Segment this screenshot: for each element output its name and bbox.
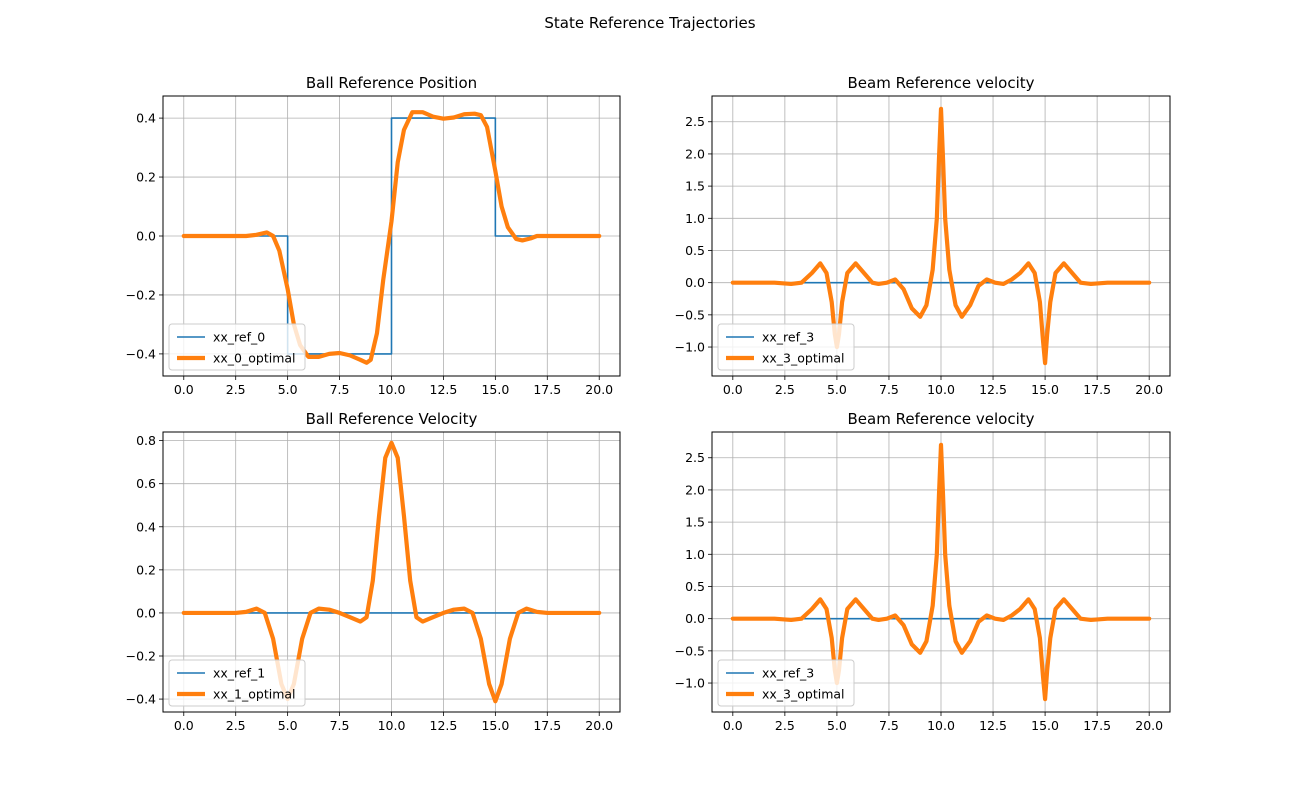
subplot-title: Beam Reference velocity	[847, 74, 1034, 92]
x-tick-label: 15.0	[481, 718, 509, 733]
legend-label: xx_1_optimal	[213, 687, 296, 702]
legend-label: xx_ref_0	[213, 330, 265, 345]
y-tick-label: 1.0	[685, 211, 705, 226]
y-tick-label: 2.5	[685, 114, 705, 129]
x-tick-label: 2.5	[226, 382, 246, 397]
legend-label: xx_ref_1	[213, 666, 265, 681]
x-tick-label: 12.5	[979, 718, 1007, 733]
y-tick-label: −1.0	[675, 340, 705, 355]
y-tick-label: −0.5	[675, 643, 705, 658]
x-tick-label: 5.0	[827, 382, 847, 397]
x-tick-label: 0.0	[174, 718, 194, 733]
subplot-0: Ball Reference Position 0.0 2.5 5.0 7.5 10.0 1…	[126, 74, 621, 397]
x-tick-label: 5.0	[827, 718, 847, 733]
y-tick-label: 0.0	[136, 229, 156, 244]
x-tick-label: 10.0	[927, 718, 955, 733]
x-tick-label: 20.0	[585, 382, 613, 397]
subplot-2: Ball Reference Velocity 0.0 2.5 5.0 7.5 10.0 1…	[126, 410, 621, 733]
subplot-title: Beam Reference velocity	[847, 410, 1034, 428]
x-tick-label: 7.5	[879, 382, 899, 397]
y-tick-label: −1.0	[675, 676, 705, 691]
x-tick-label: 12.5	[430, 382, 458, 397]
x-tick-label: 0.0	[174, 382, 194, 397]
y-tick-label: 0.0	[685, 611, 705, 626]
x-tick-label: 10.0	[378, 382, 406, 397]
x-tick-label: 15.0	[1031, 382, 1059, 397]
y-tick-label: 0.5	[685, 579, 705, 594]
legend-label: xx_3_optimal	[762, 687, 845, 702]
y-tick-label: 0.4	[136, 519, 156, 534]
series-line-xx_0_optimal	[181, 110, 602, 365]
x-tick-label: 0.0	[723, 718, 743, 733]
y-tick-label: 2.5	[685, 450, 705, 465]
y-tick-label: −0.2	[126, 287, 156, 302]
legend-label: xx_ref_3	[762, 666, 814, 681]
y-tick-label: 2.0	[685, 482, 705, 497]
legend: xx_ref_0 xx_0_optimal	[168, 323, 306, 371]
x-tick-label: 2.5	[775, 382, 795, 397]
y-tick-label: 2.0	[685, 146, 705, 161]
x-tick-label: 20.0	[585, 718, 613, 733]
y-tick-label: −0.4	[126, 692, 156, 707]
y-tick-label: 1.5	[685, 179, 705, 194]
subplot-3: Beam Reference velocity 0.0 2.5 5.0 7.5 10.0 1…	[675, 410, 1171, 733]
legend: xx_ref_3 xx_3_optimal	[717, 323, 855, 371]
legend-label: xx_3_optimal	[762, 351, 845, 366]
x-tick-label: 15.0	[481, 382, 509, 397]
x-tick-label: 10.0	[927, 382, 955, 397]
x-tick-label: 0.0	[723, 382, 743, 397]
x-tick-label: 7.5	[330, 382, 350, 397]
x-tick-label: 5.0	[278, 718, 298, 733]
legend: xx_ref_1 xx_1_optimal	[168, 659, 306, 707]
x-tick-label: 17.5	[533, 382, 561, 397]
y-tick-label: 0.0	[136, 605, 156, 620]
y-tick-label: 0.6	[136, 476, 156, 491]
x-tick-label: 7.5	[879, 718, 899, 733]
x-tick-label: 2.5	[226, 718, 246, 733]
subplot-title: Ball Reference Position	[306, 74, 477, 92]
x-tick-label: 12.5	[979, 382, 1007, 397]
y-tick-label: 0.8	[136, 433, 156, 448]
figure-suptitle: State Reference Trajectories	[544, 14, 755, 32]
y-tick-label: 0.4	[136, 111, 156, 126]
x-tick-label: 12.5	[430, 718, 458, 733]
legend-label: xx_0_optimal	[213, 351, 296, 366]
x-tick-label: 20.0	[1135, 718, 1163, 733]
y-tick-label: −0.5	[675, 307, 705, 322]
legend-label: xx_ref_3	[762, 330, 814, 345]
series-group	[181, 110, 602, 365]
x-tick-label: 17.5	[533, 718, 561, 733]
x-tick-label: 10.0	[378, 718, 406, 733]
y-tick-label: −0.2	[126, 649, 156, 664]
y-tick-label: 0.5	[685, 243, 705, 258]
y-tick-label: 1.0	[685, 547, 705, 562]
x-tick-label: 20.0	[1135, 382, 1163, 397]
y-tick-label: 0.2	[136, 562, 156, 577]
x-tick-label: 7.5	[330, 718, 350, 733]
x-tick-label: 5.0	[278, 382, 298, 397]
y-tick-label: −0.4	[126, 346, 156, 361]
subplot-1: Beam Reference velocity 0.0 2.5 5.0 7.5 10.0 1…	[675, 74, 1171, 397]
subplot-title: Ball Reference Velocity	[306, 410, 478, 428]
x-tick-label: 2.5	[775, 718, 795, 733]
y-tick-label: 0.2	[136, 170, 156, 185]
y-tick-label: 0.0	[685, 275, 705, 290]
x-tick-label: 15.0	[1031, 718, 1059, 733]
x-tick-label: 17.5	[1083, 718, 1111, 733]
x-tick-label: 17.5	[1083, 382, 1111, 397]
legend: xx_ref_3 xx_3_optimal	[717, 659, 855, 707]
y-tick-label: 1.5	[685, 515, 705, 530]
